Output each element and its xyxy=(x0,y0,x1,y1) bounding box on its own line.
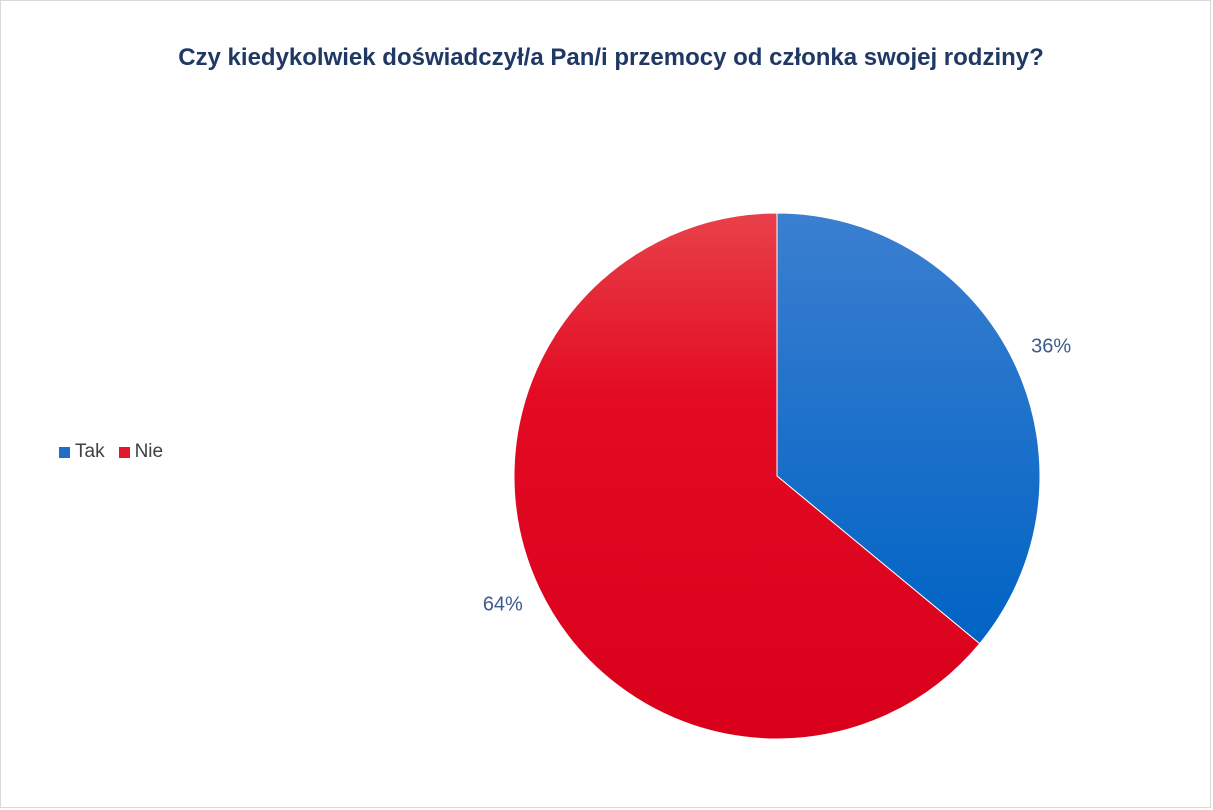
chart-title: Czy kiedykolwiek doświadczył/a Pan/i prz… xyxy=(178,44,1044,71)
legend-item-nie: Nie xyxy=(118,441,164,463)
legend-swatch-nie xyxy=(118,446,130,458)
pie-slice-nie xyxy=(513,212,981,740)
legend-item-tak: Tak xyxy=(59,441,105,463)
legend-label-tak: Tak xyxy=(75,441,105,462)
data-label-tak: 36% xyxy=(1031,335,1071,357)
legend-swatch-tak xyxy=(59,446,70,458)
data-label-nie: 64% xyxy=(483,593,523,615)
legend-label-nie: Nie xyxy=(134,441,164,462)
pie-slice-tak xyxy=(776,212,1041,645)
legend: Tak Nie xyxy=(59,441,177,463)
